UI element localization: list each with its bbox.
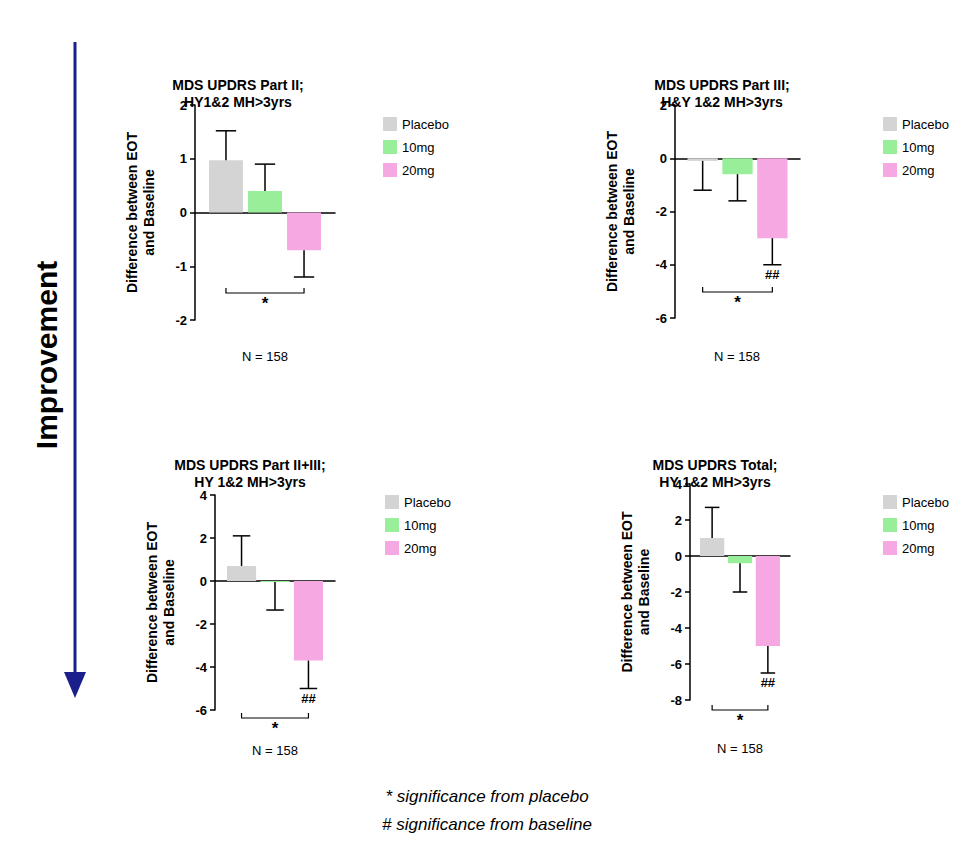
svg-text:Improvement: Improvement [30, 261, 63, 449]
svg-text:20mg: 20mg [902, 541, 935, 556]
svg-text:N = 158: N = 158 [252, 743, 298, 758]
svg-text:10mg: 10mg [404, 518, 437, 533]
svg-text:-4: -4 [655, 257, 667, 272]
svg-text:* significance from placebo: * significance from placebo [385, 787, 588, 806]
svg-text:-6: -6 [670, 657, 682, 672]
svg-text:N = 158: N = 158 [242, 349, 288, 364]
svg-text:*: * [737, 711, 744, 730]
svg-text:20mg: 20mg [902, 163, 935, 178]
svg-text:10mg: 10mg [902, 518, 935, 533]
svg-text:-1: -1 [175, 259, 187, 274]
svg-text:Placebo: Placebo [902, 495, 949, 510]
svg-text:Difference between EOT: Difference between EOT [144, 522, 160, 683]
svg-text:-2: -2 [175, 313, 187, 328]
svg-text:H&Y 1&2 MH>3yrs: H&Y 1&2 MH>3yrs [661, 94, 783, 110]
svg-text:2: 2 [200, 531, 207, 546]
svg-text:-2: -2 [655, 204, 667, 219]
svg-text:MDS UPDRS Part II+III;: MDS UPDRS Part II+III; [174, 457, 325, 473]
svg-text:Placebo: Placebo [402, 117, 449, 132]
svg-text:4: 4 [675, 477, 683, 492]
svg-text:N = 158: N = 158 [717, 741, 763, 756]
svg-text:##: ## [765, 267, 780, 282]
svg-text:HY 1&2 MH>3yrs: HY 1&2 MH>3yrs [659, 473, 771, 490]
svg-text:*: * [262, 294, 269, 313]
svg-text:0: 0 [660, 151, 667, 166]
svg-text:Difference between EOT: Difference between EOT [619, 511, 635, 672]
svg-text:##: ## [761, 675, 776, 690]
svg-text:4: 4 [200, 488, 208, 503]
svg-text:1: 1 [180, 151, 187, 166]
svg-text:*: * [734, 293, 741, 312]
svg-text:and Baseline: and Baseline [161, 559, 177, 646]
svg-text:20mg: 20mg [404, 541, 437, 556]
svg-text:0: 0 [675, 549, 682, 564]
svg-text:and Baseline: and Baseline [636, 549, 652, 636]
svg-text:-2: -2 [670, 585, 682, 600]
svg-text:-8: -8 [670, 693, 682, 708]
svg-text:Placebo: Placebo [404, 495, 451, 510]
svg-text:2: 2 [660, 98, 667, 113]
svg-text:# significance from baseline: # significance from baseline [382, 815, 592, 834]
svg-text:MDS UPDRS Total;: MDS UPDRS Total; [653, 457, 778, 473]
svg-text:and Baseline: and Baseline [621, 168, 637, 255]
svg-text:-4: -4 [670, 621, 682, 636]
svg-text:HY1&2 MH>3yrs: HY1&2 MH>3yrs [184, 94, 292, 110]
svg-text:N = 158: N = 158 [714, 349, 760, 364]
svg-text:0: 0 [200, 574, 207, 589]
svg-text:HY 1&2 MH>3yrs: HY 1&2 MH>3yrs [194, 474, 306, 490]
svg-text:##: ## [301, 691, 316, 706]
svg-text:10mg: 10mg [402, 140, 435, 155]
svg-text:Placebo: Placebo [902, 117, 949, 132]
svg-text:0: 0 [180, 205, 187, 220]
svg-text:2: 2 [675, 513, 682, 528]
svg-text:MDS UPDRS Part II;: MDS UPDRS Part II; [172, 77, 303, 93]
svg-text:-6: -6 [655, 311, 667, 326]
svg-text:Difference between EOT: Difference between EOT [604, 131, 620, 292]
svg-text:20mg: 20mg [402, 163, 435, 178]
svg-text:10mg: 10mg [902, 140, 935, 155]
svg-text:-4: -4 [195, 660, 207, 675]
svg-text:-2: -2 [195, 617, 207, 632]
svg-text:*: * [272, 719, 279, 738]
svg-text:MDS UPDRS Part III;: MDS UPDRS Part III; [654, 77, 789, 93]
svg-text:and Baseline: and Baseline [141, 169, 157, 256]
svg-text:-6: -6 [195, 703, 207, 718]
svg-text:Difference between EOT: Difference between EOT [124, 132, 140, 293]
svg-text:2: 2 [180, 98, 187, 113]
